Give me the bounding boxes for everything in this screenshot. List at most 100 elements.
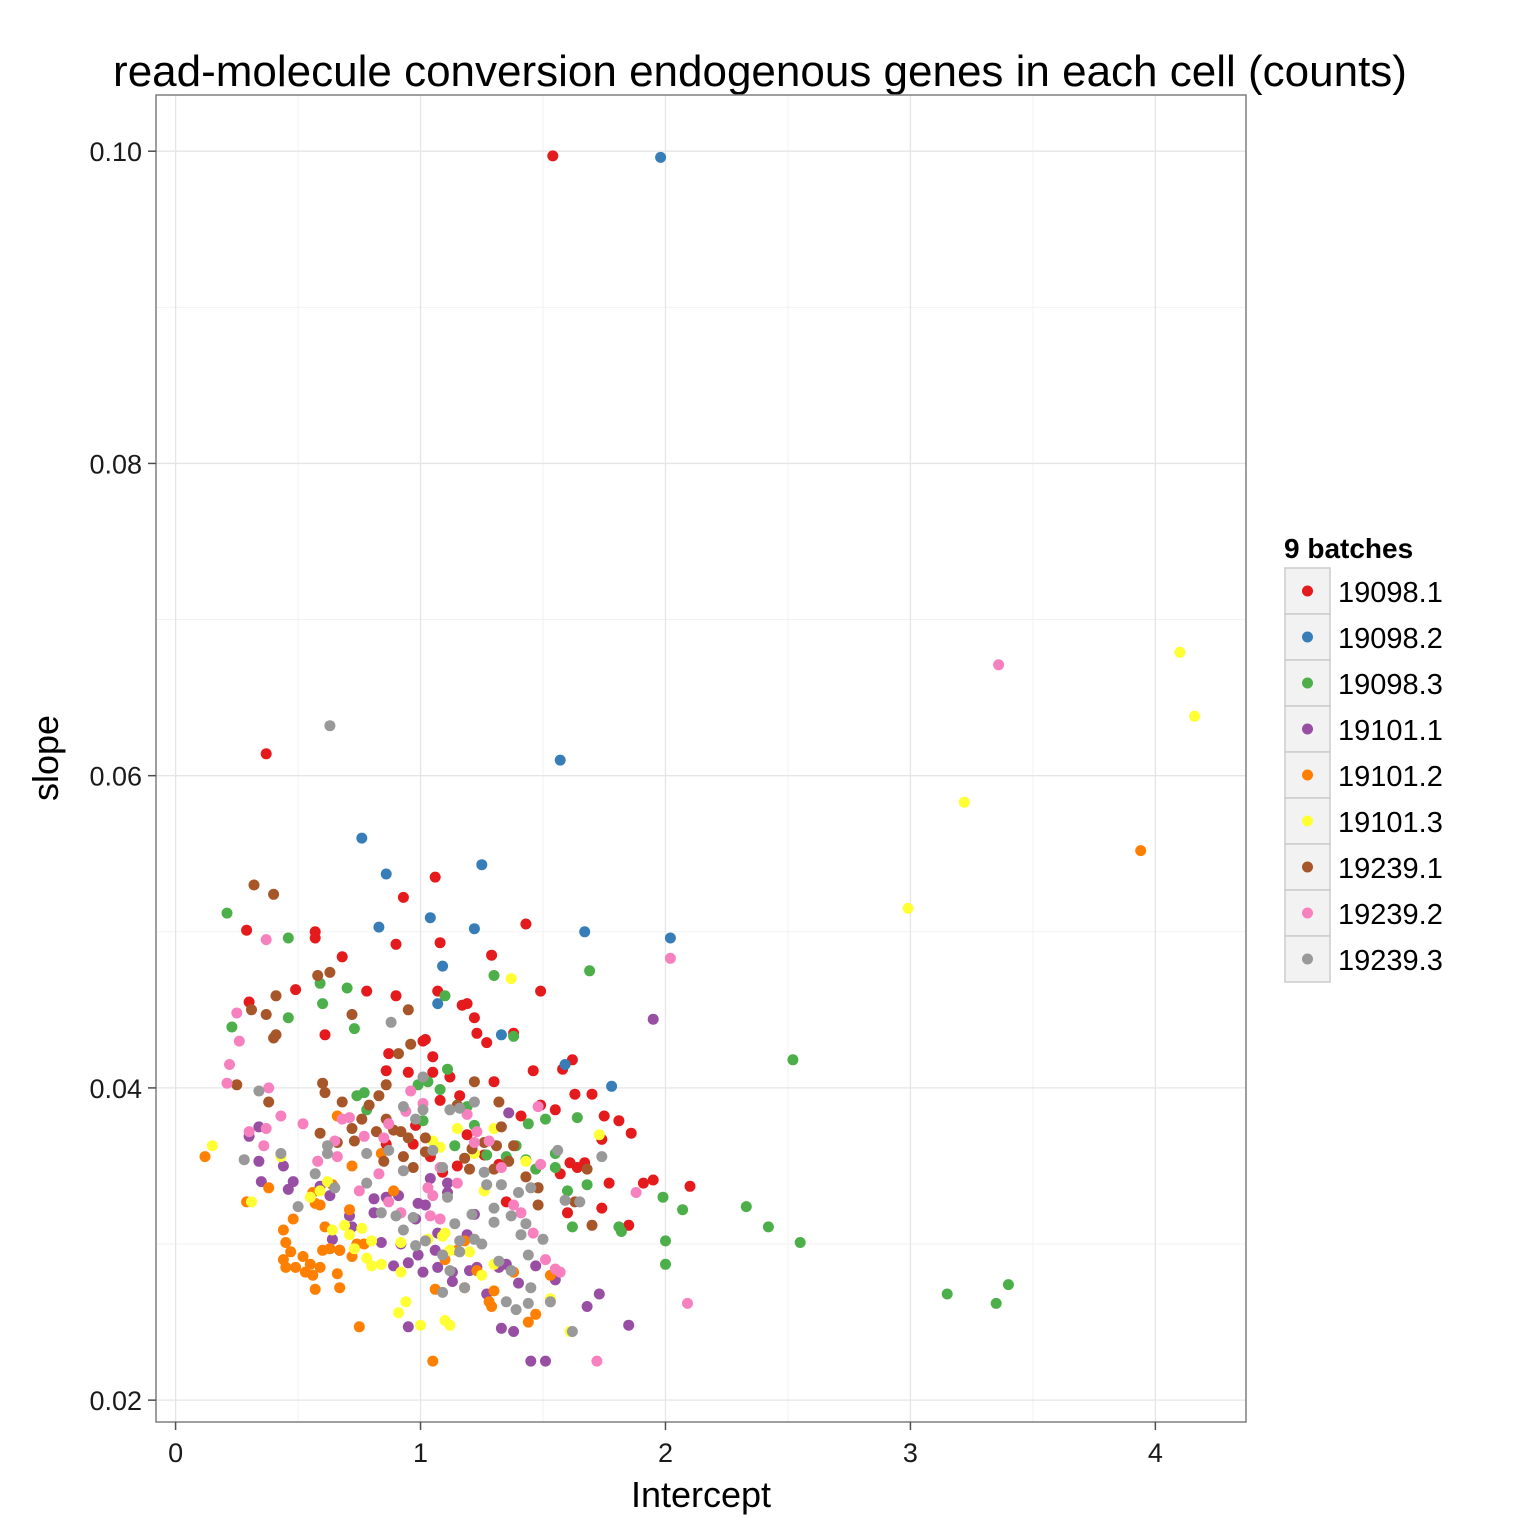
data-point: [1189, 710, 1201, 722]
data-point: [495, 1179, 507, 1191]
y-tick-label: 0.02: [89, 1386, 142, 1416]
legend-key: [1284, 889, 1331, 937]
data-point: [248, 879, 260, 891]
legend-marker: [1302, 677, 1313, 689]
data-point: [684, 1180, 696, 1192]
data-point: [677, 1204, 689, 1216]
data-point: [353, 1321, 365, 1333]
data-point: [397, 1101, 409, 1113]
data-point: [505, 1210, 517, 1222]
data-point: [481, 1149, 493, 1161]
data-point: [566, 1326, 578, 1337]
legend-marker: [1302, 815, 1313, 827]
data-point: [508, 1140, 520, 1152]
data-point: [544, 1296, 556, 1308]
data-point: [314, 1261, 326, 1273]
data-point: [740, 1201, 752, 1213]
data-point: [290, 984, 302, 996]
data-point: [297, 1118, 309, 1130]
data-point: [407, 1212, 419, 1223]
data-point: [562, 1207, 573, 1219]
data-point: [442, 1177, 453, 1189]
data-point: [660, 1235, 671, 1247]
data-point: [260, 1123, 272, 1134]
data-point: [427, 1051, 439, 1063]
legend-key: [1284, 843, 1331, 891]
data-point: [356, 1113, 368, 1125]
legend-marker: [1302, 631, 1313, 643]
data-point: [385, 1016, 397, 1028]
data-point: [427, 1144, 439, 1156]
data-point: [958, 796, 970, 808]
data-point: [346, 1009, 358, 1020]
data-point: [336, 1096, 348, 1108]
x-tick-label: 2: [658, 1438, 673, 1468]
data-point: [412, 1249, 424, 1261]
data-point: [437, 1286, 449, 1298]
x-tick-label: 3: [903, 1438, 918, 1468]
series-19101.3: [206, 646, 1201, 1337]
data-point: [270, 990, 282, 1002]
data-point: [503, 1107, 515, 1119]
data-point: [275, 1110, 287, 1122]
data-point: [566, 1221, 578, 1233]
data-point: [344, 1229, 355, 1241]
data-point: [513, 1277, 524, 1289]
data-point: [282, 932, 294, 944]
legend-item: 19239.2: [1284, 889, 1443, 937]
data-point: [373, 921, 385, 933]
data-point: [221, 1077, 233, 1089]
data-point: [586, 1219, 598, 1231]
data-point: [547, 150, 559, 162]
data-point: [471, 1126, 483, 1138]
data-point: [263, 1182, 275, 1194]
data-point: [481, 1179, 493, 1191]
data-point: [322, 1140, 333, 1152]
data-point: [564, 1157, 576, 1169]
data-point: [535, 985, 547, 997]
legend-items: 19098.1 19098.2 19098.3 19101.1 19101.2 19101…: [1284, 567, 1443, 983]
data-point: [647, 1013, 659, 1025]
legend-label: 19101.2: [1338, 761, 1443, 793]
data-point: [515, 1229, 527, 1241]
data-point: [454, 1235, 466, 1247]
data-point: [488, 1216, 500, 1228]
data-point: [530, 1260, 542, 1272]
data-point: [444, 1104, 456, 1116]
data-point: [468, 1076, 480, 1088]
data-point: [562, 1185, 573, 1197]
data-point: [329, 1182, 341, 1194]
data-point: [206, 1140, 218, 1152]
data-point: [322, 1148, 333, 1159]
legend-marker: [1302, 769, 1313, 781]
data-point: [444, 1265, 456, 1277]
legend-item: 19101.3: [1284, 797, 1443, 845]
data-point: [468, 1012, 480, 1024]
data-point: [280, 1261, 292, 1273]
data-point: [390, 1210, 402, 1222]
data-point: [476, 1269, 488, 1281]
y-tick-label: 0.10: [89, 137, 142, 167]
data-point: [1174, 646, 1186, 658]
series-19239.1: [231, 879, 598, 1231]
data-point: [1002, 1279, 1014, 1291]
data-point: [348, 1243, 360, 1255]
legend-label: 19239.1: [1338, 853, 1443, 885]
legend-label: 19239.2: [1338, 899, 1443, 931]
data-point: [1135, 845, 1147, 857]
data-point: [520, 1171, 532, 1183]
data-point: [520, 1218, 532, 1230]
data-point: [520, 918, 532, 930]
data-point: [309, 1283, 321, 1295]
data-point: [361, 1148, 373, 1159]
data-point: [314, 1199, 326, 1211]
data-point: [569, 1088, 581, 1100]
data-point: [525, 1182, 537, 1194]
data-point: [358, 1087, 370, 1099]
data-point: [540, 1113, 551, 1125]
series-19239.3: [238, 720, 608, 1337]
y-axis-title: slope: [25, 715, 66, 801]
data-point: [454, 1102, 466, 1114]
data-point: [410, 1240, 422, 1252]
data-point: [581, 1179, 593, 1191]
